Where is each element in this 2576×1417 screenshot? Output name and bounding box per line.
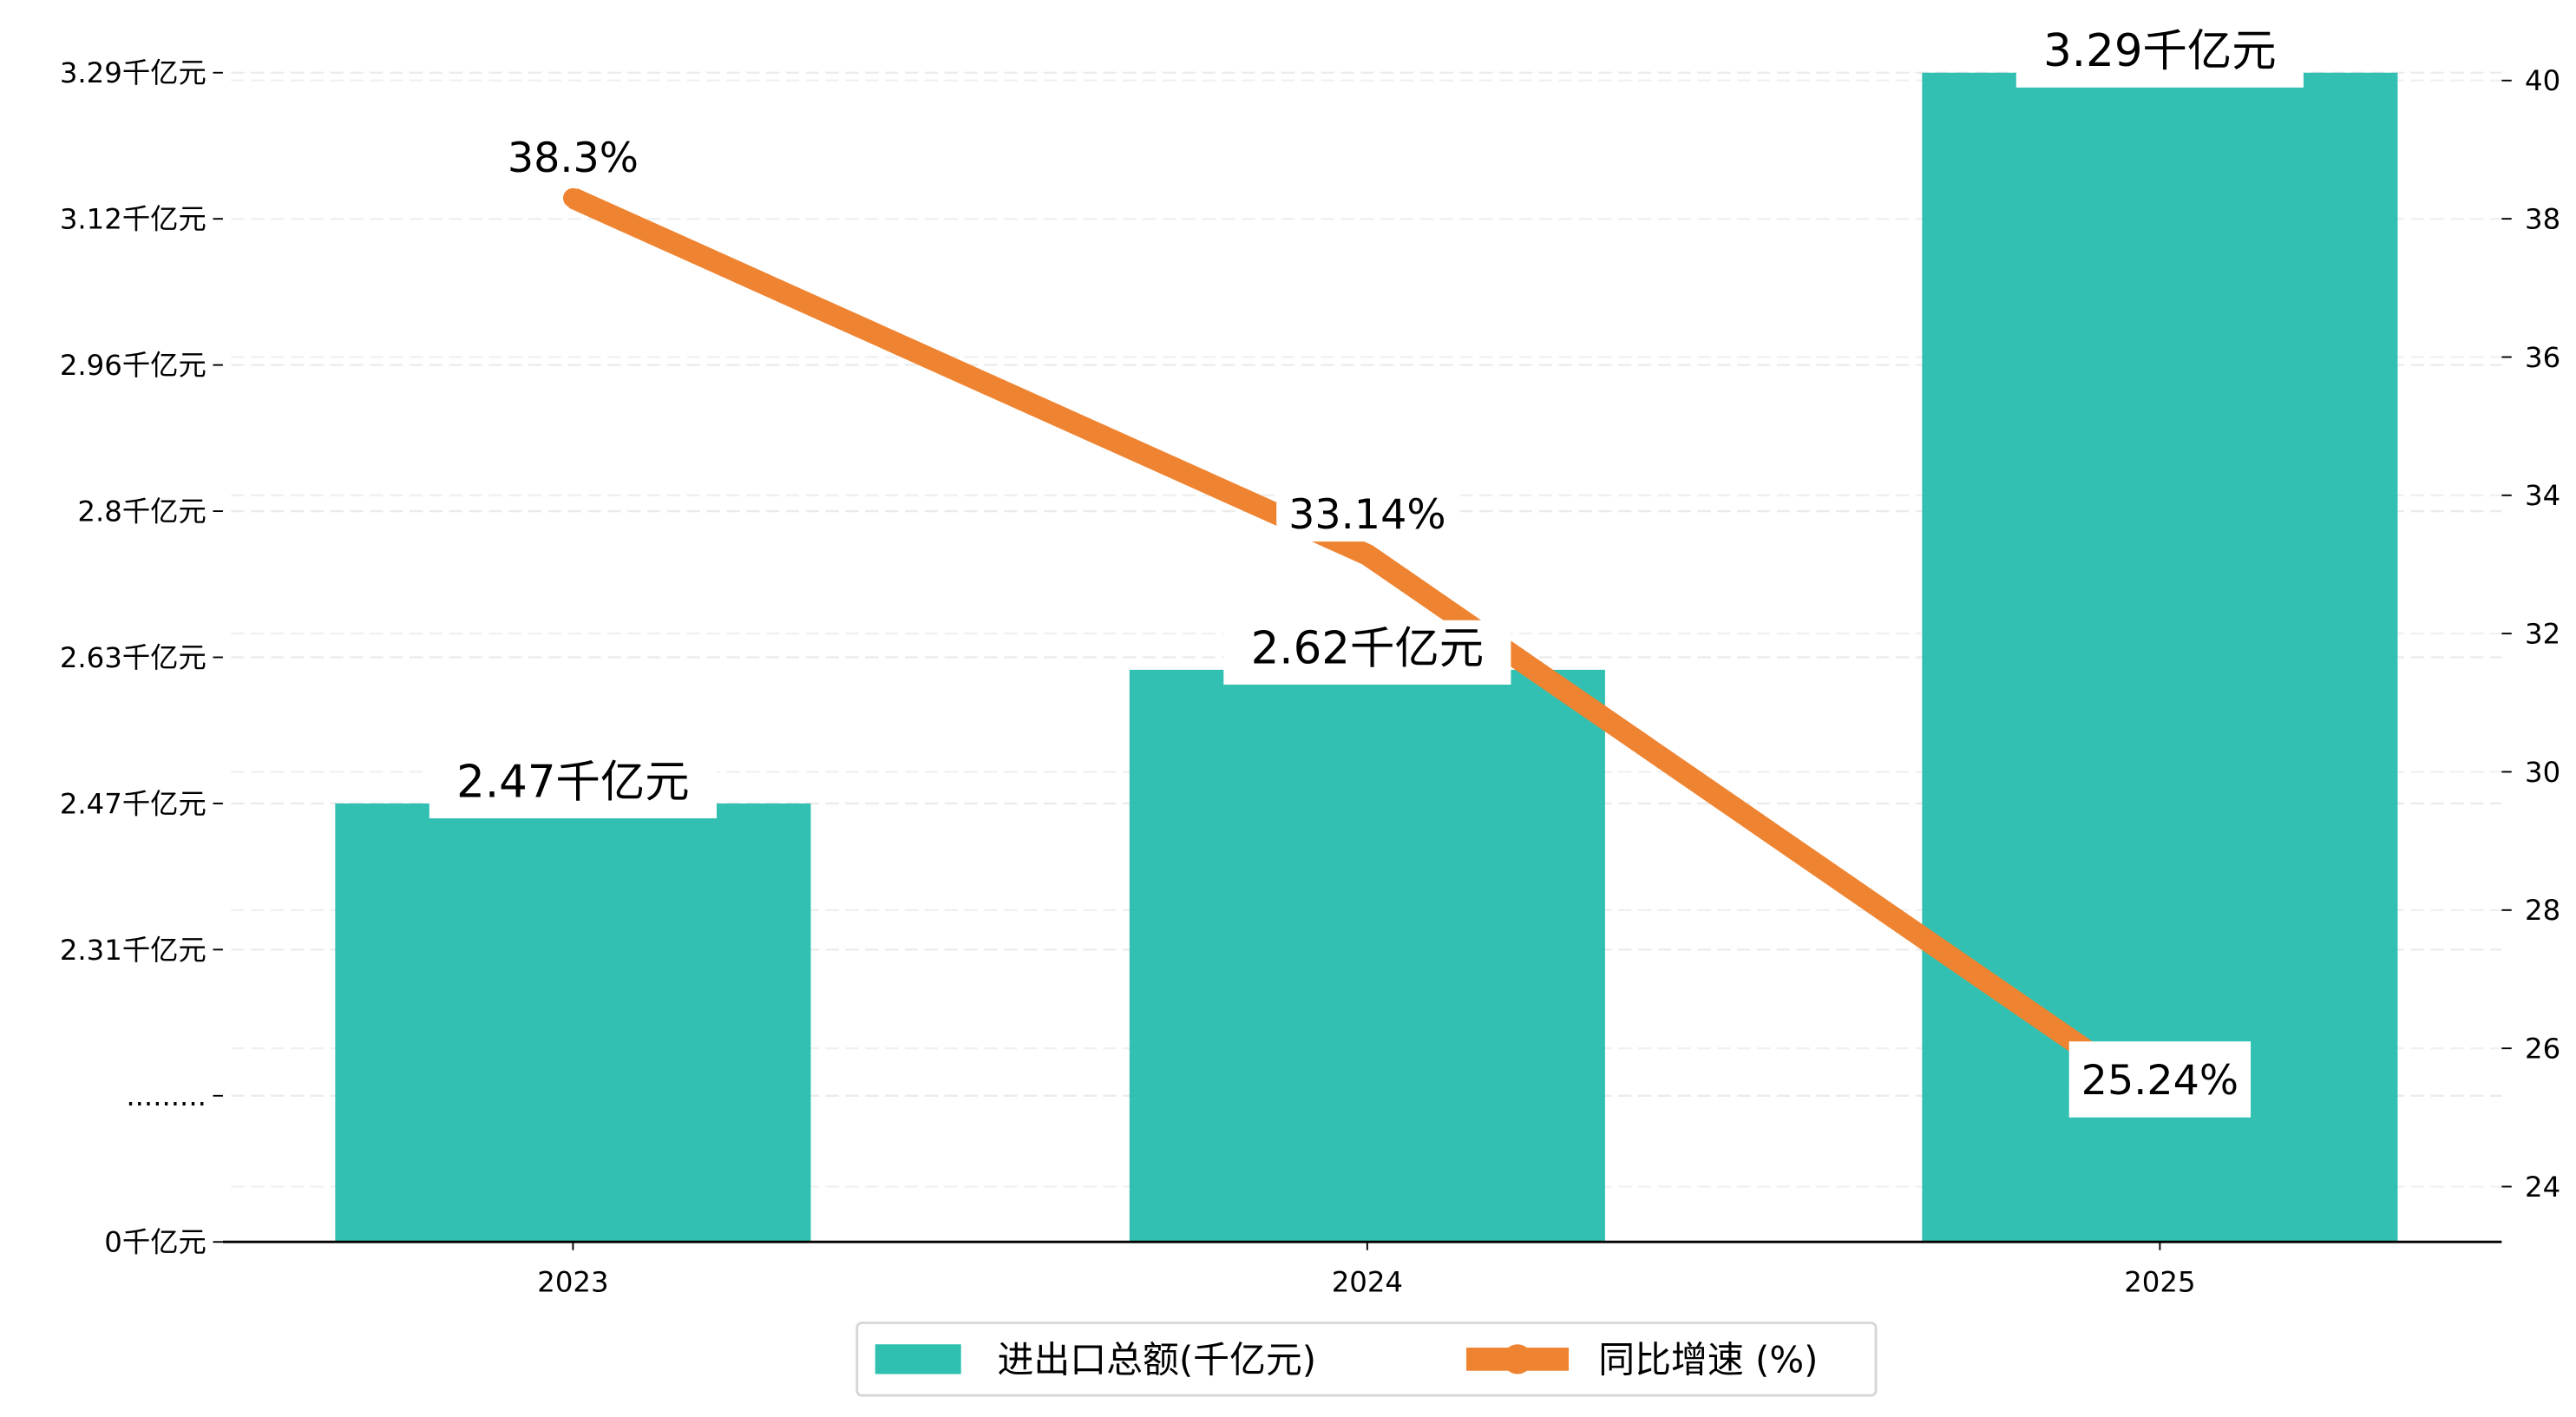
legend: 进出口总额(千亿元) 同比增速 (%): [855, 1322, 1878, 1397]
right-axis: 24 26 28 30 32 34 36 38 40: [2501, 64, 2560, 1204]
x-tick-label: 2023: [537, 1265, 608, 1298]
right-tick-label: 24: [2525, 1171, 2560, 1204]
left-tick-label: 3.29千亿元: [60, 56, 206, 89]
left-axis: 0千亿元......... 2.31千亿元 2.47千亿元 2.63千亿元 2.8千亿元…: [60, 56, 223, 1259]
bar-label-bg: [2016, 23, 2304, 88]
legend-bar-swatch: [875, 1344, 961, 1374]
data-labels: 2.47千亿元 2.62千亿元 3.29千亿元 38.3% 33.14% 25.24%: [429, 23, 2304, 1118]
left-tick-label: 0千亿元: [104, 1226, 206, 1259]
legend-bar-label: 进出口总额(千亿元): [998, 1339, 1317, 1381]
left-tick-label: 2.63千亿元: [60, 641, 206, 674]
x-axis: 2023 2024 2025: [222, 1240, 2502, 1298]
growth-label-bg: [1276, 485, 1458, 542]
growth-label-bg: [2068, 1041, 2252, 1118]
left-tick-label: 2.8千亿元: [77, 495, 206, 528]
growth-value-label: 38.3%: [508, 134, 639, 182]
legend-line-label: 同比增速 (%): [1598, 1339, 1818, 1381]
growth-value-label: 25.24%: [2081, 1057, 2238, 1105]
bar-value-label: 2.62千亿元: [1251, 622, 1485, 674]
bar-value-label: 3.29千亿元: [2043, 25, 2277, 77]
left-tick-label: 2.31千亿元: [60, 934, 206, 967]
bar-2024: [1129, 669, 1605, 1243]
bar-2023: [335, 803, 811, 1243]
growth-point: [1357, 544, 1378, 565]
left-tick-label: 2.96千亿元: [60, 349, 206, 382]
right-tick-label: 28: [2525, 894, 2560, 927]
right-tick-label: 38: [2525, 203, 2560, 236]
right-tick-label: 34: [2525, 479, 2560, 512]
growth-value-label: 33.14%: [1288, 491, 1445, 539]
growth-point: [562, 187, 583, 208]
bar-label-bg: [429, 753, 717, 819]
right-tick-label: 40: [2525, 64, 2560, 97]
legend-line-marker: [1502, 1344, 1533, 1374]
right-tick-label: 26: [2525, 1033, 2560, 1066]
right-tick-label: 32: [2525, 618, 2560, 651]
x-tick-label: 2025: [2124, 1265, 2195, 1298]
left-tick-label: .........: [126, 1079, 206, 1112]
left-tick-label: 3.12千亿元: [60, 203, 206, 236]
x-tick-label: 2024: [1332, 1265, 1403, 1298]
bar-value-label: 2.47千亿元: [456, 756, 690, 808]
growth-label-bg: [495, 128, 651, 186]
bar-label-bg: [1223, 620, 1511, 686]
legend-box: [855, 1322, 1878, 1397]
left-tick-label: 2.47千亿元: [60, 787, 206, 820]
right-tick-label: 36: [2525, 341, 2560, 374]
right-tick-label: 30: [2525, 756, 2560, 789]
